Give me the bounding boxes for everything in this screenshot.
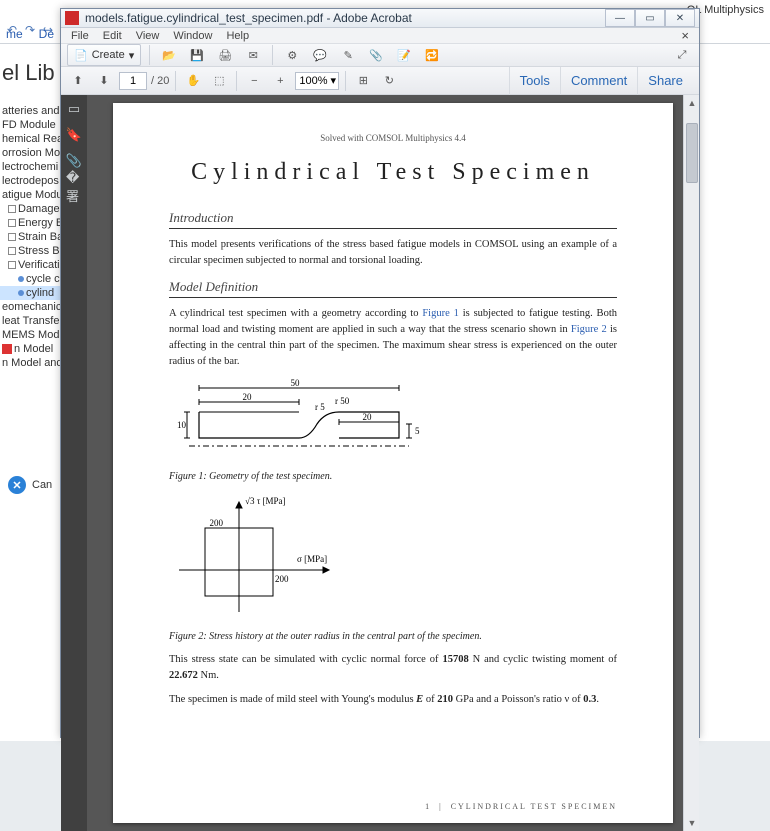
gear-icon[interactable]: ⚙: [281, 44, 303, 66]
zoom-select[interactable]: 100%▾: [295, 72, 339, 90]
figure-caption: Figure 1: Geometry of the test specimen.: [169, 471, 617, 482]
body-text: The specimen is made of mild steel with …: [169, 692, 617, 708]
window-controls: — ▭ ✕: [605, 9, 695, 27]
bg-panel-title: el Lib: [2, 60, 55, 86]
bookmarks-icon[interactable]: 🔖: [66, 127, 82, 143]
window-title: models.fatigue.cylindrical_test_specimen…: [85, 11, 599, 25]
vertical-scrollbar[interactable]: ▲ ▼: [683, 95, 699, 831]
sign-icon[interactable]: 📝: [393, 44, 415, 66]
create-button[interactable]: 📄 Create ▾: [67, 44, 141, 66]
zoom-out-icon[interactable]: −: [243, 70, 265, 92]
doc-title: Cylindrical Test Specimen: [169, 159, 617, 186]
svg-text:20: 20: [243, 392, 253, 402]
document-area: ▭ 🔖 📎 �署 Solved with COMSOL Multiphysics…: [61, 95, 699, 831]
acrobat-window: models.fatigue.cylindrical_test_specimen…: [60, 8, 700, 738]
svg-text:20: 20: [363, 412, 373, 422]
toolbar-main: 📄 Create ▾ 📂 💾 🖨 ✉ ⚙ 💬 ✎ 📎 📝 🔁 ⤢: [61, 44, 699, 67]
zoom-in-icon[interactable]: +: [269, 70, 291, 92]
comment-icon[interactable]: 💬: [309, 44, 331, 66]
refresh-icon[interactable]: 🔁: [421, 44, 443, 66]
figure-link[interactable]: Figure 2: [571, 324, 607, 335]
titlebar[interactable]: models.fatigue.cylindrical_test_specimen…: [61, 9, 699, 28]
svg-text:√3 τ [MPa]: √3 τ [MPa]: [245, 496, 286, 506]
pdf-app-icon: [65, 11, 79, 25]
svg-text:σ [MPa]: σ [MPa]: [297, 554, 327, 564]
select-tool-icon[interactable]: ⬚: [208, 70, 230, 92]
create-icon: 📄: [74, 49, 88, 62]
figure-1-diagram: 50 20 20 r 5 r 50 10 5: [169, 378, 429, 462]
attachments-icon[interactable]: 📎: [66, 153, 82, 169]
chevron-down-icon: ▾: [129, 49, 135, 62]
page-number-input[interactable]: [119, 72, 147, 90]
toolbar-nav: ⬆ ⬇ / 20 ✋ ⬚ − + 100%▾ ⊞ ↻ Tools Comment…: [61, 67, 699, 95]
menu-window[interactable]: Window: [173, 30, 212, 42]
page-down-icon[interactable]: ⬇: [93, 70, 115, 92]
right-action-panel: Tools Comment Share: [509, 67, 693, 95]
scroll-up-icon[interactable]: ▲: [684, 95, 700, 111]
body-text: This stress state can be simulated with …: [169, 652, 617, 684]
comment-button[interactable]: Comment: [560, 67, 637, 95]
close-doc-button[interactable]: ×: [681, 28, 689, 43]
minimize-button[interactable]: —: [605, 9, 635, 27]
share-button[interactable]: Share: [637, 67, 693, 95]
svg-text:200: 200: [275, 574, 289, 584]
signatures-icon[interactable]: �署: [66, 179, 82, 195]
separator: [236, 71, 237, 91]
separator: [272, 45, 273, 65]
ribbon-tab[interactable]: De: [39, 27, 54, 43]
svg-text:5: 5: [415, 426, 420, 436]
nav-pane: ▭ 🔖 📎 �署: [61, 95, 87, 831]
separator: [345, 71, 346, 91]
separator: [149, 45, 150, 65]
attach-icon[interactable]: 📎: [365, 44, 387, 66]
section-heading: Introduction: [169, 210, 617, 229]
close-icon: ✕: [8, 476, 26, 494]
svg-text:10: 10: [177, 420, 187, 430]
close-button[interactable]: ✕: [665, 9, 695, 27]
hand-tool-icon[interactable]: ✋: [182, 70, 204, 92]
page-total: / 20: [151, 75, 169, 87]
menu-view[interactable]: View: [136, 30, 160, 42]
ribbon-tab[interactable]: me: [6, 27, 23, 43]
email-icon[interactable]: ✉: [242, 44, 264, 66]
svg-text:50: 50: [291, 378, 301, 388]
fit-width-icon[interactable]: ⊞: [352, 70, 374, 92]
header-note: Solved with COMSOL Multiphysics 4.4: [169, 133, 617, 143]
print-icon[interactable]: 🖨: [214, 44, 236, 66]
cancel-label: Can: [32, 479, 52, 491]
chevron-down-icon: ▾: [331, 74, 337, 87]
create-label: Create: [92, 49, 125, 61]
expand-icon[interactable]: ⤢: [671, 44, 693, 66]
svg-text:r 5: r 5: [315, 402, 325, 412]
pdf-page: Solved with COMSOL Multiphysics 4.4 Cyli…: [113, 103, 673, 823]
menu-help[interactable]: Help: [226, 30, 249, 42]
figure-caption: Figure 2: Stress history at the outer ra…: [169, 631, 617, 642]
open-icon[interactable]: 📂: [158, 44, 180, 66]
figure-2-diagram: √3 τ [MPa] σ [MPa] 200 200: [169, 492, 339, 622]
menu-file[interactable]: File: [71, 30, 89, 42]
thumbnails-icon[interactable]: ▭: [66, 101, 82, 117]
figure-link[interactable]: Figure 1: [422, 308, 459, 319]
tools-button[interactable]: Tools: [509, 67, 560, 95]
menu-edit[interactable]: Edit: [103, 30, 122, 42]
maximize-button[interactable]: ▭: [635, 9, 665, 27]
svg-text:r 50: r 50: [335, 396, 350, 406]
svg-text:200: 200: [210, 518, 224, 528]
scroll-thumb[interactable]: [686, 123, 698, 183]
page-viewport[interactable]: Solved with COMSOL Multiphysics 4.4 Cyli…: [87, 95, 699, 831]
save-icon[interactable]: 💾: [186, 44, 208, 66]
rotate-icon[interactable]: ↻: [378, 70, 400, 92]
cancel-button[interactable]: ✕ Can: [8, 476, 52, 494]
body-text: This model presents verifications of the…: [169, 237, 617, 269]
separator: [175, 71, 176, 91]
body-text: A cylindrical test specimen with a geome…: [169, 306, 617, 370]
scroll-down-icon[interactable]: ▼: [684, 815, 700, 831]
menubar: File Edit View Window Help ×: [61, 28, 699, 44]
page-up-icon[interactable]: ⬆: [67, 70, 89, 92]
section-heading: Model Definition: [169, 279, 617, 298]
highlight-icon[interactable]: ✎: [337, 44, 359, 66]
page-footer: 1| CYLINDRICAL TEST SPECIMEN: [425, 802, 617, 811]
